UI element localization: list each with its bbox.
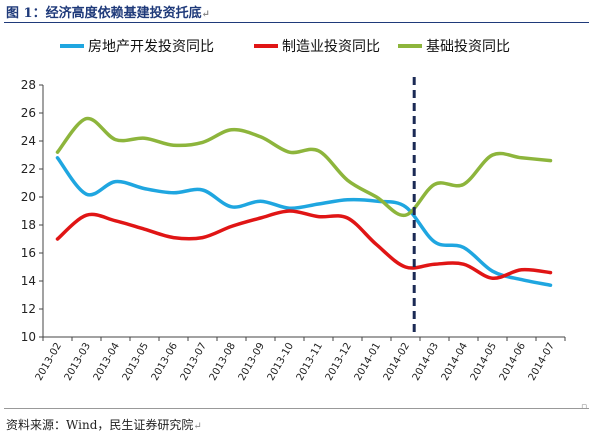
series-layer — [55, 116, 553, 287]
x-tick-label: 2013-02 — [34, 341, 64, 383]
x-tick-label: 2013-10 — [266, 341, 296, 383]
x-tick-label: 2014-04 — [440, 341, 470, 383]
x-tick-label: 2013-08 — [208, 341, 238, 383]
legend: 房地产开发投资同比 制造业投资同比 基础投资同比 — [60, 38, 510, 55]
corner-mark: ▫ — [581, 402, 588, 412]
y-tick-label: 10 — [21, 330, 36, 344]
x-tick-label: 2014-06 — [498, 341, 528, 383]
x-tick-label: 2014-02 — [382, 341, 412, 383]
return-mark: ↵ — [201, 9, 210, 20]
x-tick-label: 2013-03 — [63, 341, 93, 383]
source-rule — [4, 408, 589, 409]
figure-title: 图 1：经济高度依赖基建投资托底↵ — [6, 2, 210, 21]
line-chart: 房地产开发投资同比 制造业投资同比 基础投资同比 10 12 14 16 18 20 22 2… — [21, 38, 566, 383]
legend-label-real-estate: 房地产开发投资同比 — [88, 39, 214, 55]
y-tick-label: 12 — [21, 302, 36, 316]
figure-title-text: 图 1：经济高度依赖基建投资托底 — [6, 6, 202, 21]
x-tick-label: 2013-11 — [295, 341, 325, 383]
x-tick-label: 2013-05 — [121, 341, 151, 383]
y-tick-label: 22 — [21, 162, 36, 176]
y-tick-label: 14 — [21, 274, 36, 288]
x-tick-label: 2013-07 — [179, 341, 209, 383]
x-axis: 2013-022013-032013-042013-052013-062013-… — [34, 336, 566, 383]
y-tick-label: 16 — [21, 246, 36, 260]
source-text: 资料来源：Wind，民生证券研究院 — [6, 418, 194, 432]
x-tick-label: 2014-07 — [527, 341, 557, 383]
x-tick-label: 2014-01 — [353, 341, 383, 383]
title-rule — [4, 22, 589, 23]
series-line-manufacturing — [55, 209, 553, 280]
x-tick-label: 2014-05 — [469, 341, 499, 383]
x-tick-label: 2013-04 — [92, 341, 122, 383]
legend-label-infrastructure: 基础投资同比 — [426, 38, 510, 55]
series-line-real-estate — [55, 156, 553, 287]
x-tick-label: 2014-03 — [411, 341, 441, 383]
y-tick-label: 18 — [21, 218, 36, 232]
legend-label-manufacturing: 制造业投资同比 — [282, 39, 380, 55]
series-line-infrastructure — [55, 116, 553, 218]
y-tick-label: 20 — [21, 190, 36, 204]
y-tick-label: 26 — [21, 106, 36, 120]
source-end-mark: ↵ — [193, 421, 202, 432]
x-tick-label: 2013-12 — [324, 341, 354, 383]
y-axis: 10 12 14 16 18 20 22 24 26 28 — [21, 78, 44, 344]
y-tick-label: 28 — [21, 78, 36, 92]
x-tick-label: 2013-06 — [150, 341, 180, 383]
source-note: 资料来源：Wind，民生证券研究院↵ — [6, 416, 202, 433]
x-tick-label: 2013-09 — [237, 341, 267, 383]
y-tick-label: 24 — [21, 134, 36, 148]
